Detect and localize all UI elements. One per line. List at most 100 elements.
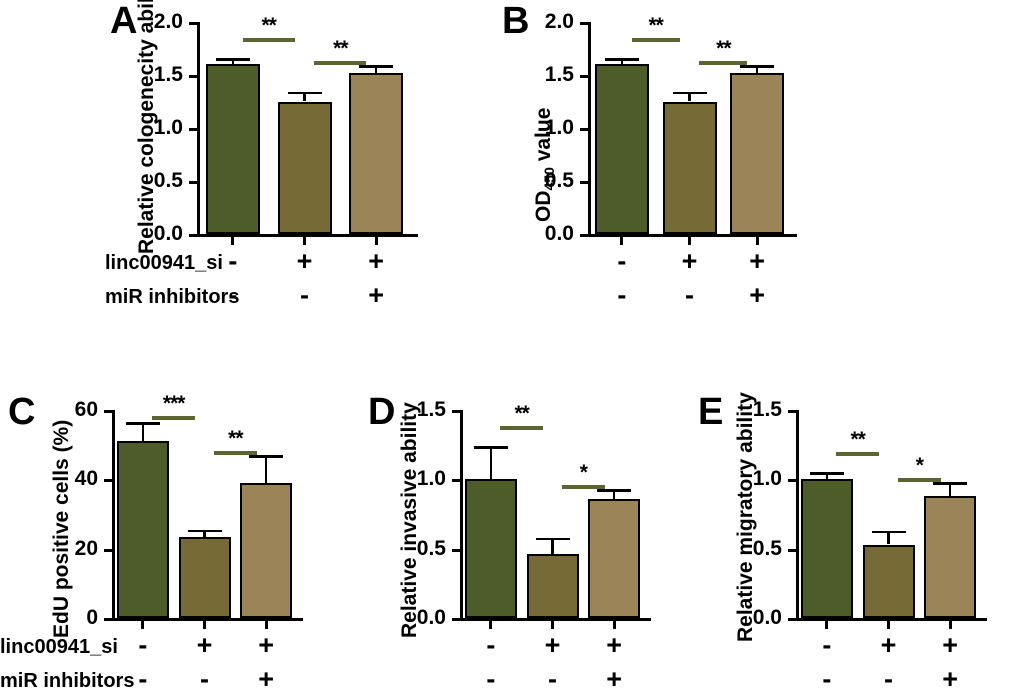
panel-letter-b: B bbox=[502, 0, 530, 42]
y-axis-title: Relative cologenecity ability bbox=[135, 0, 158, 254]
plot-area-d: 0.0 0.5 1.0 1.5 Relative invasive ability ** * bbox=[398, 398, 651, 638]
significance-line bbox=[699, 61, 748, 66]
y-tick bbox=[788, 548, 796, 552]
y-tick bbox=[580, 181, 588, 184]
y-axis-title: EdU positive cells (%) bbox=[50, 419, 73, 638]
condition-value-row2: + bbox=[368, 280, 385, 310]
panel-d: D 0.0 0.5 1.0 1.5 Relative invasive ability *… bbox=[360, 385, 680, 693]
condition-value-row2: - bbox=[548, 664, 557, 694]
y-tick bbox=[580, 234, 588, 237]
bar bbox=[862, 544, 915, 618]
y-tick bbox=[189, 75, 197, 78]
panel-letter-a: A bbox=[110, 0, 138, 42]
x-tick bbox=[489, 621, 493, 629]
y-tick-label: 1.5 bbox=[752, 398, 782, 421]
error-bar-cap bbox=[249, 455, 284, 458]
y-tick bbox=[788, 618, 796, 621]
significance-line bbox=[242, 38, 295, 43]
y-axis bbox=[588, 22, 591, 236]
error-bar-cap bbox=[359, 65, 394, 68]
y-tick-label: 0.5 bbox=[416, 536, 446, 560]
x-tick bbox=[374, 237, 378, 245]
x-tick bbox=[688, 237, 691, 245]
significance-line bbox=[152, 416, 196, 420]
significance-label: * bbox=[915, 454, 924, 478]
condition-value-row2: + bbox=[749, 280, 766, 310]
panel-letter-e: E bbox=[698, 391, 724, 433]
bar bbox=[349, 72, 404, 234]
error-bar-cap bbox=[215, 58, 250, 61]
condition-value-row2: + bbox=[258, 664, 275, 694]
error-bar bbox=[489, 446, 493, 480]
bar bbox=[464, 479, 517, 618]
significance-line bbox=[213, 451, 257, 456]
error-bar bbox=[612, 489, 616, 499]
y-tick-label: 60 bbox=[74, 398, 98, 421]
panel-b: B 0.0 0.5 1.0 1.5 2.0 OD450 value ** ** - - + - + + bbox=[490, 0, 820, 310]
y-tick bbox=[189, 128, 197, 131]
error-bar bbox=[374, 65, 378, 73]
significance-label: ** bbox=[261, 14, 276, 38]
y-tick-label: 0.0 bbox=[153, 222, 183, 245]
x-axis bbox=[796, 618, 987, 621]
error-bar bbox=[231, 58, 235, 65]
panel-c: C 0 20 40 60 EdU positive cells (%) *** ** linc… bbox=[0, 385, 340, 693]
plot-area-e: 0.0 0.5 1.0 1.5 Relative migratory ability **… bbox=[734, 392, 987, 642]
condition-value-row1: - bbox=[228, 246, 238, 276]
y-tick-label: 0.0 bbox=[544, 222, 574, 245]
y-tick-label: 0.0 bbox=[752, 606, 782, 629]
plot-area-c: 0 20 40 60 EdU positive cells (%) *** ** bbox=[50, 392, 303, 638]
y-tick bbox=[104, 548, 112, 552]
significance-label: ** bbox=[648, 14, 663, 38]
y-tick bbox=[189, 234, 197, 237]
panel-a: A 0.0 0.5 1.0 1.5 2.0 Relative cologenecity a… bbox=[105, 0, 445, 310]
x-tick bbox=[620, 237, 624, 245]
y-tick bbox=[104, 410, 112, 413]
y-tick bbox=[189, 22, 197, 25]
error-bar bbox=[755, 65, 759, 73]
y-tick-label: 1.5 bbox=[153, 63, 183, 86]
error-bar-cap bbox=[604, 58, 639, 61]
error-bar-cap bbox=[933, 482, 968, 485]
x-axis bbox=[588, 234, 797, 237]
y-tick-label: 0.0 bbox=[416, 606, 446, 629]
bar bbox=[594, 64, 649, 234]
x-axis bbox=[460, 618, 651, 621]
condition-value-row2: - bbox=[822, 664, 832, 694]
condition-value-row2: - bbox=[300, 280, 309, 310]
y-tick-label: 20 bbox=[74, 536, 98, 560]
y-tick bbox=[788, 410, 796, 413]
error-bar bbox=[887, 530, 890, 545]
significance-label: ** bbox=[333, 37, 348, 61]
significance-label: * bbox=[579, 461, 588, 485]
error-bar bbox=[620, 58, 624, 65]
y-axis bbox=[796, 410, 799, 620]
condition-value-row2: - bbox=[617, 280, 627, 310]
condition-value-row2: - bbox=[486, 664, 496, 694]
significance-label: ** bbox=[850, 428, 865, 452]
significance-line bbox=[631, 38, 680, 43]
y-tick bbox=[452, 548, 460, 552]
error-bar-cap bbox=[287, 91, 322, 95]
y-tick bbox=[580, 75, 588, 78]
x-tick bbox=[551, 621, 554, 629]
bar bbox=[116, 441, 169, 618]
error-bar-cap bbox=[871, 530, 906, 534]
y-tick-label: 0.5 bbox=[752, 536, 782, 560]
condition-value-row1: - bbox=[138, 630, 148, 660]
y-tick bbox=[452, 618, 460, 621]
error-bar-cap bbox=[473, 446, 508, 449]
bar bbox=[205, 64, 260, 234]
error-bar-cap bbox=[809, 472, 844, 475]
significance-label: *** bbox=[162, 392, 186, 415]
y-tick-label: 1.0 bbox=[544, 116, 574, 139]
y-axis-title: Relative invasive ability bbox=[398, 402, 421, 638]
y-tick-label: 2.0 bbox=[153, 10, 183, 33]
y-tick-label: 0 bbox=[86, 606, 98, 629]
panel-letter-c: C bbox=[8, 391, 36, 433]
x-tick bbox=[887, 621, 890, 629]
error-bar bbox=[551, 537, 554, 555]
y-axis-title: Relative migratory ability bbox=[734, 392, 757, 642]
y-tick-label: 1.0 bbox=[752, 467, 782, 491]
